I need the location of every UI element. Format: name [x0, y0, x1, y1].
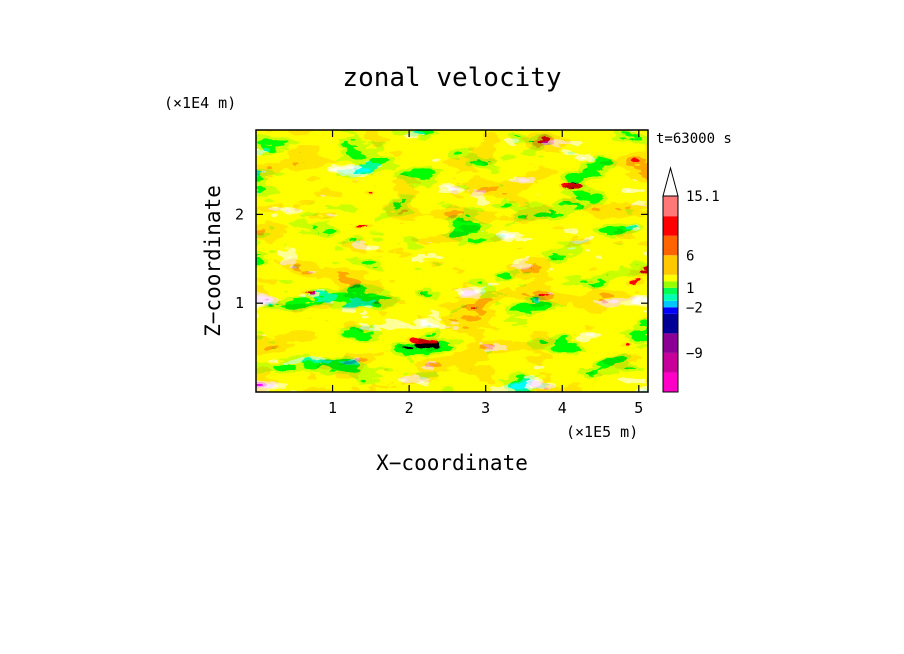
colorbar: −9 −2 1 6 15.1: [662, 166, 720, 393]
x-axis-label: X−coordinate: [376, 451, 528, 475]
colorbar-band: [663, 216, 678, 236]
colorbar-band: [663, 287, 678, 295]
colorbar-band: [663, 196, 678, 217]
contour-field: [256, 130, 648, 392]
colorbar-band: [663, 300, 678, 308]
colorbar-band: [663, 274, 678, 282]
y-tick-label: 1: [235, 294, 244, 312]
colorbar-frame: [662, 195, 679, 393]
x-tick-label: 4: [558, 399, 567, 417]
colorbar-band: [663, 255, 678, 275]
colorbar-band: [663, 235, 678, 256]
x-axis: 1 2 3 4 5: [328, 130, 643, 417]
y-axis: 12: [235, 205, 648, 312]
x-unit-label: (×1E5 m): [566, 423, 638, 441]
contour-fill: [256, 130, 648, 392]
chart-title: zonal velocity: [342, 63, 561, 93]
colorbar-band: [663, 372, 678, 392]
colorbar-band: [663, 307, 678, 314]
plot-frame: [255, 129, 649, 393]
y-unit-label: (×1E4 m): [164, 94, 236, 112]
colorbar-band: [663, 294, 678, 301]
colorbar-label: 6: [686, 248, 694, 264]
colorbar-band: [663, 281, 678, 288]
colorbar-label: −2: [686, 300, 703, 316]
colorbar-label: −9: [686, 346, 703, 362]
time-label: t=63000 s: [656, 131, 732, 147]
x-tick-label: 5: [634, 399, 643, 417]
y-tick-label: 2: [235, 205, 244, 223]
colorbar-label: 1: [686, 281, 694, 297]
x-tick-label: 2: [405, 399, 414, 417]
colorbar-label: 15.1: [686, 189, 720, 205]
colorbar-band: [663, 352, 678, 373]
colorbar-band: [663, 313, 678, 334]
x-tick-label: 1: [328, 399, 337, 417]
colorbar-extend-arrow: [662, 166, 679, 197]
colorbar-band: [663, 333, 678, 353]
y-axis-label: Z−coordinate: [201, 185, 225, 337]
x-tick-label: 3: [481, 399, 490, 417]
